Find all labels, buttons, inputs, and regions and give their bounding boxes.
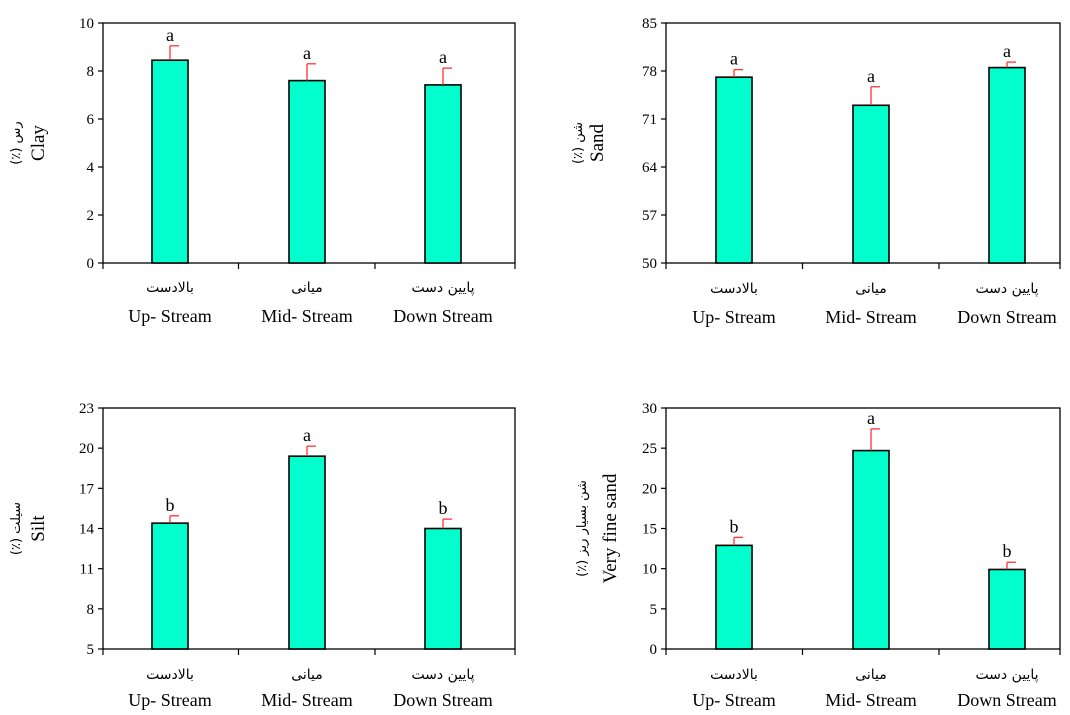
category-label-en: Up- Stream [128,306,211,326]
category-label-fa: میانی [855,667,887,683]
bar [288,455,326,650]
y-axis-label-fa: شن (٪) [571,122,586,164]
y-axis-label-fa: شن بسیار ریز (٪) [575,480,590,577]
y-tick-label: 4 [87,160,95,176]
significance-letter: a [166,25,174,45]
y-tick-label: 17 [79,481,95,497]
significance-letter: b [730,516,739,536]
category-label-en: Down Stream [957,307,1056,327]
y-tick-label: 8 [87,602,95,618]
chart-panel-4: 0 5 10 15 20 25 30 b بالادست Up- Stream a میانی Mid-… [575,401,1061,710]
y-tick-label: 11 [80,562,94,578]
bar [988,66,1026,264]
y-tick-label: 10 [642,562,657,578]
y-tick-label: 0 [87,256,95,272]
chart-panel-2: 50 57 64 71 78 85 a بالادست Up- Stream a میانی Mid-… [571,16,1061,327]
significance-letter: a [303,43,311,63]
y-tick-label: 85 [642,16,657,32]
category-label-fa: میانی [291,667,323,683]
bar [715,76,753,264]
category-label-fa: پایین دست [975,667,1038,683]
y-tick-label: 71 [642,112,657,128]
y-tick-label: 8 [87,64,95,80]
y-tick-label: 25 [642,441,657,457]
category-label-fa: پایین دست [411,667,474,683]
y-tick-label: 5 [87,642,95,658]
bar [852,449,890,650]
category-label-en: Up- Stream [692,307,775,327]
y-tick-label: 23 [79,401,94,417]
chart-panel-1: 0 2 4 6 8 10 a بالادست Up- Stream a میانی Mid- Stre… [9,16,516,326]
category-label-fa: بالادست [710,667,758,683]
y-tick-label: 57 [642,208,658,224]
category-label-en: Mid- Stream [261,690,353,710]
y-tick-label: 6 [87,112,95,128]
category-label-fa: پایین دست [411,280,474,296]
category-label-en: Down Stream [393,690,492,710]
bar [288,79,326,264]
category-label-en: Mid- Stream [825,307,917,327]
y-tick-label: 10 [79,16,94,32]
significance-letter: a [730,49,738,69]
y-axis-label: Clay [28,125,49,161]
significance-letter: a [439,47,447,67]
category-label-fa: بالادست [146,280,194,296]
y-tick-label: 78 [642,64,657,80]
significance-letter: b [166,495,175,515]
category-label-fa: بالادست [710,281,758,297]
significance-letter: a [303,425,311,445]
category-label-en: Up- Stream [128,690,211,710]
category-label-fa: بالادست [146,667,194,683]
bar [715,544,753,650]
y-axis-label: Silt [28,515,49,542]
category-label-fa: میانی [291,280,323,296]
bar [988,568,1026,650]
category-label-fa: پایین دست [975,281,1038,297]
chart-panel-3: 5 8 11 14 17 20 23 b بالادست Up- Stream a میانی Mid-… [9,401,516,710]
y-tick-label: 14 [79,522,95,538]
y-tick-label: 0 [650,642,658,658]
category-label-en: Down Stream [393,306,492,326]
bar [852,104,890,264]
category-label-en: Up- Stream [692,690,775,710]
y-tick-label: 5 [650,602,658,618]
y-tick-label: 64 [642,160,658,176]
y-tick-label: 2 [87,208,95,224]
significance-letter: a [867,408,875,428]
y-axis-label-fa: رس (٪) [9,121,24,164]
y-tick-label: 30 [642,401,657,417]
bar [151,59,189,264]
y-axis-label: Very fine sand [600,473,621,583]
significance-letter: a [867,66,875,86]
category-label-fa: میانی [855,281,887,297]
significance-letter: b [439,498,448,518]
category-label-en: Mid- Stream [261,306,353,326]
bar [424,527,462,650]
y-tick-label: 50 [642,256,657,272]
bar [151,522,189,650]
bar [424,84,462,264]
y-axis-label-fa: سیلت (٪) [9,502,24,555]
y-tick-label: 20 [79,441,94,457]
category-label-en: Down Stream [957,690,1056,710]
y-axis-label: Sand [587,124,608,163]
significance-letter: b [1003,541,1012,561]
category-label-en: Mid- Stream [825,690,917,710]
y-tick-label: 20 [642,481,657,497]
y-tick-label: 15 [642,522,657,538]
significance-letter: a [1003,41,1011,61]
